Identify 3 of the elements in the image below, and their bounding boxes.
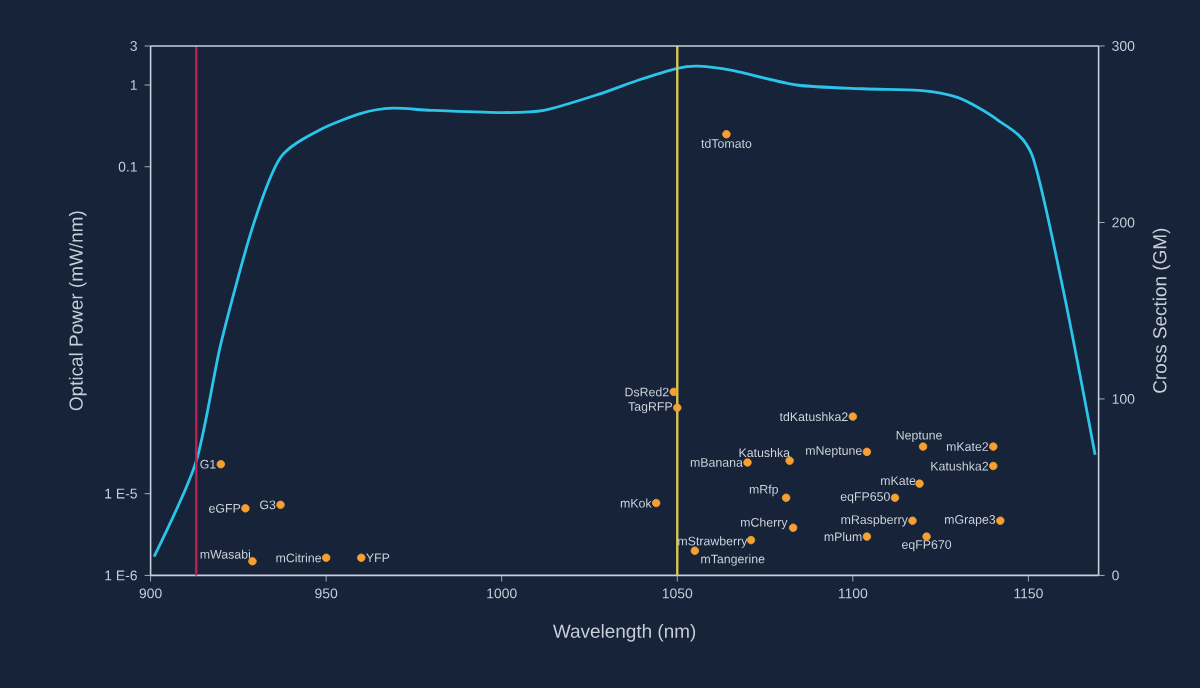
- y-axis-title: Optical Power (mW/nm): [68, 211, 87, 411]
- y2-axis-title: Cross Section (GM): [1152, 228, 1171, 393]
- x-axis-title: Wavelength (nm): [552, 624, 696, 642]
